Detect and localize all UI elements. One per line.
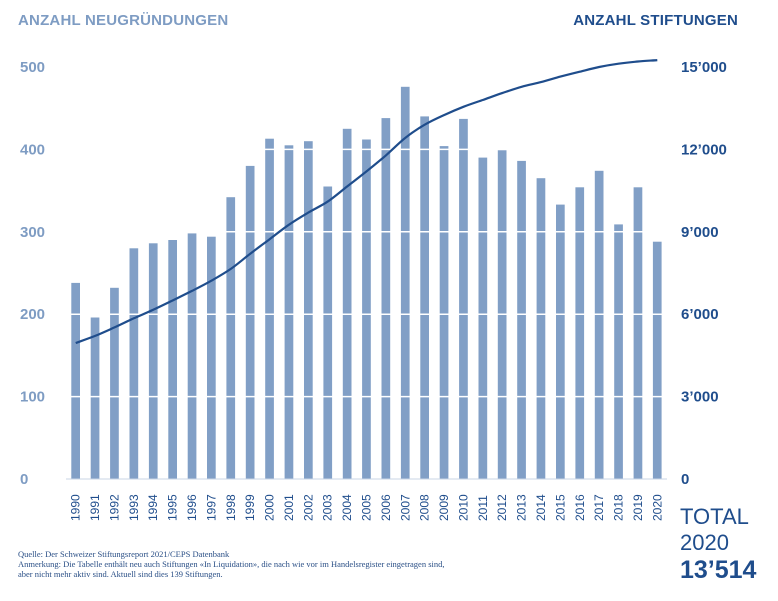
x-tick-label-1998: 1998 xyxy=(224,494,238,521)
left-tick-label: 500 xyxy=(20,59,45,76)
bar-2014 xyxy=(536,178,546,479)
bar-2003 xyxy=(323,186,333,479)
x-tick-label-2020: 2020 xyxy=(650,494,664,521)
bar-1990 xyxy=(71,282,80,479)
x-tick-label-2001: 2001 xyxy=(282,494,296,521)
bar-2008 xyxy=(420,116,429,480)
x-tick-label-1994: 1994 xyxy=(146,494,160,521)
notes: Quelle: Der Schweizer Stiftungsreport 20… xyxy=(18,549,458,580)
bar-2004 xyxy=(342,128,352,480)
x-tick-label-1997: 1997 xyxy=(204,494,218,521)
left-tick-label: 0 xyxy=(20,471,28,488)
x-tick-label-2007: 2007 xyxy=(398,494,412,521)
remark-note: Anmerkung: Die Tabelle enthält neu auch … xyxy=(18,559,445,580)
x-tick-label-2019: 2019 xyxy=(631,494,645,521)
bar-2020 xyxy=(652,241,662,479)
total-label: TOTAL xyxy=(680,504,749,529)
left-axis-title: ANZAHL NEUGRÜNDUNGEN xyxy=(18,12,229,29)
x-tick-label-1991: 1991 xyxy=(88,494,102,521)
x-tick-label-2000: 2000 xyxy=(263,494,277,521)
bar-1991 xyxy=(90,317,100,479)
bar-2009 xyxy=(439,146,449,479)
right-tick-label: 12’000 xyxy=(681,141,727,158)
total-block: TOTAL 2020 13’514 xyxy=(680,506,756,583)
source-note: Quelle: Der Schweizer Stiftungsreport 20… xyxy=(18,549,230,559)
bar-2000 xyxy=(265,138,274,479)
bar-2015 xyxy=(556,204,565,479)
total-value: 13’514 xyxy=(680,556,757,584)
bar-2002 xyxy=(304,141,313,479)
x-tick-label-1992: 1992 xyxy=(108,494,122,521)
x-tick-label-2003: 2003 xyxy=(321,494,335,521)
right-axis-title: ANZAHL STIFTUNGEN xyxy=(573,12,738,29)
x-tick-label-2005: 2005 xyxy=(360,494,374,521)
bar-1993 xyxy=(129,248,139,479)
left-tick-label: 400 xyxy=(20,141,45,158)
total-year: 2020 xyxy=(680,530,729,555)
right-tick-label: 9’000 xyxy=(681,224,719,241)
bar-2019 xyxy=(633,187,643,480)
x-tick-label-1999: 1999 xyxy=(243,494,257,521)
x-tick-label-2012: 2012 xyxy=(495,494,509,521)
right-tick-label: 0 xyxy=(681,471,689,488)
x-tick-label-1995: 1995 xyxy=(166,494,180,521)
left-tick-label: 100 xyxy=(20,389,45,406)
x-tick-label-2009: 2009 xyxy=(437,494,451,521)
line-anzahl-stiftungen xyxy=(75,59,658,345)
bar-1992 xyxy=(110,287,119,479)
x-tick-label-2002: 2002 xyxy=(301,494,315,521)
bar-2017 xyxy=(594,170,604,480)
right-tick-label: 15’000 xyxy=(681,59,727,76)
x-tick-label-1993: 1993 xyxy=(127,494,141,521)
left-tick-label: 300 xyxy=(20,224,45,241)
bar-1995 xyxy=(168,240,177,479)
x-tick-label-2014: 2014 xyxy=(534,494,548,521)
x-tick-label-2018: 2018 xyxy=(612,494,626,521)
x-tick-label-2016: 2016 xyxy=(573,494,587,521)
x-tick-label-2013: 2013 xyxy=(515,494,529,521)
left-tick-label: 200 xyxy=(20,306,45,323)
bar-2011 xyxy=(478,157,488,479)
bar-1997 xyxy=(207,236,216,479)
bar-2016 xyxy=(575,187,585,480)
bar-2006 xyxy=(381,118,391,479)
bar-2007 xyxy=(400,86,410,480)
x-tick-label-2015: 2015 xyxy=(553,494,567,521)
bar-2005 xyxy=(362,139,371,479)
right-tick-label: 6’000 xyxy=(681,306,719,323)
bar-1994 xyxy=(148,243,158,479)
x-tick-label-2006: 2006 xyxy=(379,494,393,521)
right-tick-label: 3’000 xyxy=(681,389,719,406)
x-tick-label-1990: 1990 xyxy=(69,494,83,521)
x-tick-label-2017: 2017 xyxy=(592,494,606,521)
x-tick-label-2008: 2008 xyxy=(418,494,432,521)
bar-2018 xyxy=(614,224,623,479)
bar-1996 xyxy=(187,233,197,479)
bar-1998 xyxy=(226,197,236,479)
x-tick-label-2004: 2004 xyxy=(340,494,354,521)
x-tick-label-2011: 2011 xyxy=(476,495,490,521)
bar-2013 xyxy=(517,160,526,479)
bar-2010 xyxy=(459,118,468,480)
x-tick-label-1996: 1996 xyxy=(185,494,199,521)
x-tick-label-2010: 2010 xyxy=(456,494,470,521)
bar-2001 xyxy=(284,145,294,480)
bar-1999 xyxy=(245,165,255,479)
